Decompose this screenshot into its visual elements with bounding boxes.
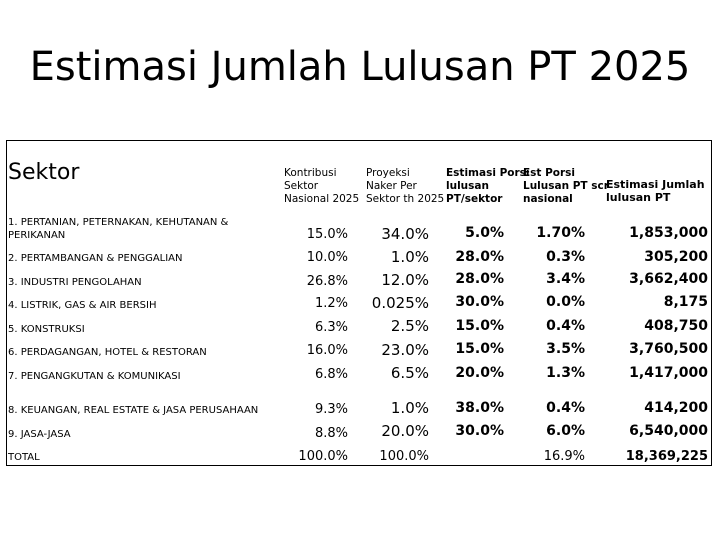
column-header-porsi-nasional: Est Porsi Lulusan PT scr nasional [523,167,609,206]
column-header-jumlah: Estimasi Jumlah lulusan PT [606,178,705,204]
header-line: lulusan [446,180,489,192]
jumlah-value: 414,200 [644,400,708,416]
sector-label: 6. PERDAGANGAN, HOTEL & RESTORAN [8,347,207,358]
header-line: Kontribusi [284,167,337,179]
sector-label: 4. LISTRIK, GAS & AIR BERSIH [8,300,157,311]
sector-label: 5. KONSTRUKSI [8,324,85,335]
proyeksi-value: 12.0% [381,271,429,289]
header-line: Lulusan PT scr [523,180,609,192]
total-porsi-nasional: 16.9% [543,449,585,464]
porsi-nasional-value: 1.3% [546,365,585,381]
proyeksi-value: 23.0% [381,341,429,359]
page-title: Estimasi Jumlah Lulusan PT 2025 [29,44,691,90]
header-line: Proyeksi [366,167,410,179]
porsi-nasional-value: 0.4% [546,400,585,416]
sector-label: 8. KEUANGAN, REAL ESTATE & JASA PERUSAHA… [8,405,259,416]
header-line: Estimasi Porsi [446,167,530,179]
jumlah-value: 305,200 [644,249,708,265]
porsi-lulusan-value: 28.0% [455,249,504,265]
sector-label: 9. JASA-JASA [8,429,71,440]
total-label: TOTAL [8,452,40,463]
header-line: Estimasi Jumlah [606,178,705,191]
header-line: Sektor th 2025 [366,193,445,205]
jumlah-value: 408,750 [644,318,708,334]
proyeksi-value: 20.0% [381,422,429,440]
header-line: Nasional 2025 [284,193,360,205]
kontribusi-value: 16.0% [306,343,348,358]
jumlah-value: 3,760,500 [629,341,708,357]
sector-label: 3. INDUSTRI PENGOLAHAN [8,277,142,288]
jumlah-value: 1,853,000 [629,225,708,241]
porsi-lulusan-value: 20.0% [455,365,504,381]
kontribusi-value: 8.8% [314,426,348,441]
porsi-nasional-value: 0.3% [546,249,585,265]
kontribusi-value: 15.0% [306,227,348,242]
column-header-porsi-lulusan: Estimasi Porsi lulusan PT/sektor [446,167,530,206]
porsi-nasional-value: 6.0% [546,423,585,439]
kontribusi-value: 1.2% [314,296,348,311]
proyeksi-value: 2.5% [390,317,429,335]
porsi-nasional-value: 0.4% [546,318,585,334]
column-header-proyeksi: Proyeksi Naker Per Sektor th 2025 [366,167,444,206]
proyeksi-value: 6.5% [390,364,429,382]
kontribusi-value: 6.3% [314,320,348,335]
header-line: Naker Per [366,180,417,192]
total-proyeksi: 100.0% [379,449,429,464]
sector-label: 7. PENGANGKUTAN & KOMUNIKASI [8,371,181,382]
header-line: nasional [523,193,573,205]
proyeksi-value: 34.0% [381,225,429,243]
porsi-lulusan-value: 38.0% [455,400,504,416]
jumlah-value: 1,417,000 [629,365,708,381]
jumlah-value: 8,175 [663,294,708,310]
column-header-kontribusi: Kontribusi Sektor Nasional 2025 [284,167,359,206]
total-jumlah: 18,369,225 [625,449,708,464]
kontribusi-value: 26.8% [306,274,348,289]
header-line: Sektor [284,180,319,192]
porsi-lulusan-value: 28.0% [455,271,504,287]
porsi-lulusan-value: 30.0% [455,294,504,310]
porsi-nasional-value: 0.0% [546,294,585,310]
header-line: lulusan PT [606,191,671,204]
porsi-lulusan-value: 30.0% [455,423,504,439]
sector-label: 2. PERTAMBANGAN & PENGGALIAN [8,253,183,264]
proyeksi-value: 1.0% [390,248,429,266]
proyeksi-value: 0.025% [371,294,429,312]
sector-label: 1. PERTANIAN, PETERNAKAN, KEHUTANAN & PE… [8,217,229,241]
table-frame [6,140,712,466]
header-line: PT/sektor [446,193,503,205]
kontribusi-value: 10.0% [306,250,348,265]
porsi-nasional-value: 3.4% [546,271,585,287]
jumlah-value: 6,540,000 [629,423,708,439]
porsi-lulusan-value: 15.0% [455,318,504,334]
sector-column-header: Sektor [8,160,80,185]
kontribusi-value: 6.8% [314,367,348,382]
porsi-nasional-value: 1.70% [536,225,585,241]
porsi-nasional-value: 3.5% [546,341,585,357]
porsi-lulusan-value: 5.0% [465,225,504,241]
kontribusi-value: 9.3% [314,402,348,417]
proyeksi-value: 1.0% [390,399,429,417]
jumlah-value: 3,662,400 [629,271,708,287]
total-kontribusi: 100.0% [298,449,348,464]
header-line: Est Porsi [523,167,576,179]
porsi-lulusan-value: 15.0% [455,341,504,357]
